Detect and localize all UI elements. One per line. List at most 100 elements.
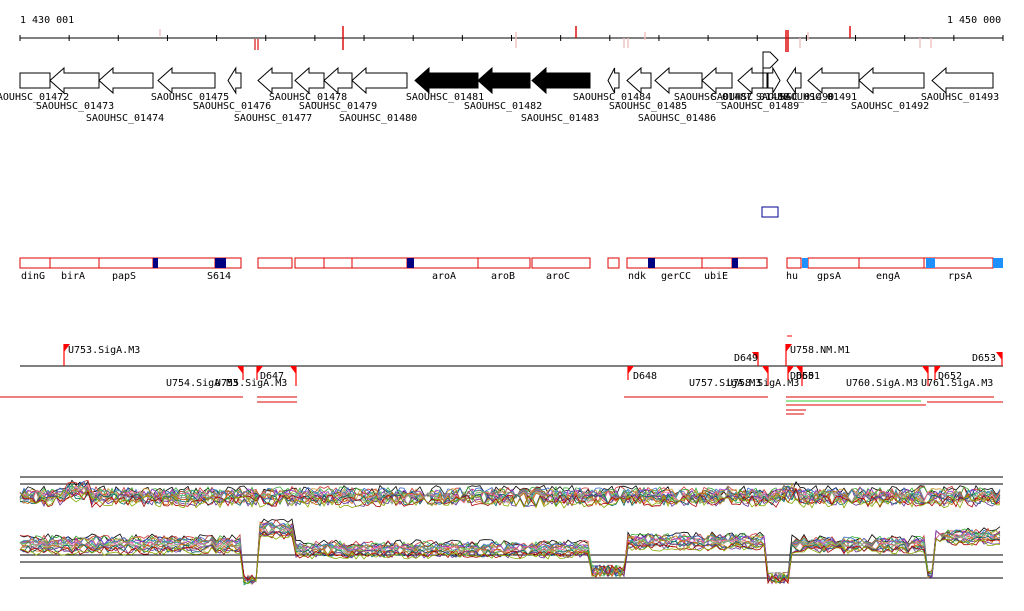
gene-label: SAOUHSC_01485 bbox=[609, 101, 687, 112]
gene-arrow[interactable] bbox=[767, 66, 781, 95]
gene-arrow[interactable] bbox=[49, 66, 100, 95]
profile-line bbox=[19, 484, 1001, 503]
operon-gene-label: engA bbox=[876, 271, 900, 282]
ruler-ticks bbox=[19, 35, 1004, 41]
gene-arrow[interactable] bbox=[858, 66, 925, 95]
feature-flag[interactable] bbox=[762, 366, 768, 374]
feature-track: U753.SigA.M3 D649 U758.NM.M1 D653 U754.SigA.… bbox=[0, 335, 1003, 415]
gene-label: SAOUHSC_01481 bbox=[406, 92, 484, 103]
operon-marker bbox=[648, 258, 655, 268]
gene-label: SAOUHSC_01472 bbox=[0, 92, 69, 103]
profile-line bbox=[19, 489, 1000, 509]
terminator-icon bbox=[762, 51, 779, 88]
operon-gene-label: ubiE bbox=[704, 271, 728, 282]
ruler-end-label: 1 450 000 bbox=[947, 15, 1001, 26]
feature-label: D647 bbox=[260, 371, 284, 382]
operon-gene-label: ndk bbox=[628, 271, 646, 282]
feature-flag[interactable] bbox=[935, 366, 941, 374]
gene-arrow[interactable] bbox=[19, 72, 51, 89]
operon-marker bbox=[215, 258, 226, 268]
operon-marker bbox=[153, 258, 158, 268]
gene-arrow[interactable] bbox=[626, 66, 652, 95]
feature-flag[interactable] bbox=[257, 366, 263, 374]
profile-line bbox=[19, 521, 1001, 585]
feature-flag[interactable] bbox=[996, 352, 1002, 360]
operon-box bbox=[406, 257, 479, 269]
profile-line bbox=[19, 518, 1001, 584]
operon-box bbox=[786, 257, 802, 269]
gene-arrow[interactable] bbox=[807, 66, 860, 95]
profile-line bbox=[19, 531, 1000, 585]
operon-gene-label: aroB bbox=[491, 271, 515, 282]
profile-line bbox=[19, 531, 1001, 584]
gene-arrow[interactable] bbox=[414, 66, 479, 95]
operon-box bbox=[98, 257, 154, 269]
gene-arrow[interactable] bbox=[157, 66, 216, 95]
gene-arrow[interactable] bbox=[931, 66, 994, 95]
feature-label: U758.SigA.M3 bbox=[727, 378, 799, 389]
gene-label: SAOUHSC_01486 bbox=[638, 113, 716, 124]
probe-box bbox=[761, 206, 779, 218]
feature-flag[interactable] bbox=[752, 352, 758, 360]
operon-box bbox=[351, 257, 408, 269]
feature-label: U755.SigA.M3 bbox=[215, 378, 287, 389]
profile-line bbox=[19, 487, 1001, 509]
feature-flag[interactable] bbox=[237, 366, 243, 374]
operon-marker bbox=[732, 258, 738, 268]
operon-gene-label: hu bbox=[786, 271, 798, 282]
feature-flag[interactable] bbox=[786, 344, 792, 352]
operon-box bbox=[531, 257, 591, 269]
feature-flag[interactable] bbox=[290, 366, 296, 374]
gene-label: SAOUHSC_01483 bbox=[521, 113, 599, 124]
operon-box bbox=[858, 257, 925, 269]
gene-arrow[interactable] bbox=[227, 66, 242, 95]
operon-track: dinG birA papS S614 aroA aroB aroC ndk gerCC ubiE… bbox=[19, 257, 1003, 282]
gene-label: SAOUHSC_01477 bbox=[234, 113, 312, 124]
gene-label: SAOUHSC_01487 bbox=[674, 92, 752, 103]
gene-arrow[interactable] bbox=[98, 66, 154, 95]
gene-arrow[interactable] bbox=[786, 66, 802, 95]
feature-label: D653 bbox=[972, 353, 996, 364]
gene-arrow[interactable] bbox=[737, 66, 768, 95]
gene-arrow[interactable] bbox=[294, 66, 325, 95]
profile-line bbox=[19, 522, 1001, 583]
operon-gene-label: aroA bbox=[432, 271, 456, 282]
feature-flag[interactable] bbox=[796, 366, 802, 374]
gene-arrow[interactable] bbox=[323, 66, 353, 95]
gene-label: SAOUHSC_01474 bbox=[86, 113, 164, 124]
gene-arrow[interactable] bbox=[654, 66, 703, 95]
gene-label: SAOUHSC_01484 bbox=[573, 92, 651, 103]
operon-marker-light bbox=[926, 258, 935, 268]
operon-gene-label: papS bbox=[112, 271, 136, 282]
gene-label: SAOUHSC_01489 bbox=[721, 101, 799, 112]
feature-label: U761.SigA.M3 bbox=[921, 378, 993, 389]
gene-label: SAOUHSC_01478 bbox=[269, 92, 347, 103]
feature-flag[interactable] bbox=[628, 366, 634, 374]
profile-line bbox=[19, 530, 1001, 584]
feature-label: D648 bbox=[633, 371, 657, 382]
gene-label: SAOUHSC_01493 bbox=[921, 92, 999, 103]
gene-arrow[interactable] bbox=[257, 66, 293, 95]
operon-gene-label: gpsA bbox=[817, 271, 841, 282]
operon-box bbox=[152, 257, 216, 269]
gene-arrow[interactable] bbox=[701, 66, 733, 95]
gene-arrow[interactable] bbox=[477, 66, 531, 95]
feature-flag[interactable] bbox=[64, 344, 70, 352]
feature-label: D652 bbox=[938, 371, 962, 382]
profile-line bbox=[19, 532, 1001, 585]
feature-label: D651 bbox=[796, 371, 820, 382]
operon-gene-label: S614 bbox=[207, 271, 231, 282]
operon-box bbox=[19, 257, 51, 269]
feature-label: U758.NM.M1 bbox=[790, 345, 850, 356]
gene-label: SAOUHSC_01491 bbox=[779, 92, 857, 103]
gene-arrow[interactable] bbox=[531, 66, 591, 95]
feature-flag[interactable] bbox=[922, 366, 928, 374]
feature-flag[interactable] bbox=[788, 366, 794, 374]
gene-arrow[interactable] bbox=[351, 66, 408, 95]
operon-box bbox=[701, 257, 733, 269]
gene-arrow[interactable] bbox=[607, 67, 620, 94]
profile-line bbox=[19, 528, 1001, 585]
gene-label: SAOUHSC_01480 bbox=[339, 113, 417, 124]
position-ruler: 1 430 001 1 450 000 bbox=[19, 15, 1004, 52]
